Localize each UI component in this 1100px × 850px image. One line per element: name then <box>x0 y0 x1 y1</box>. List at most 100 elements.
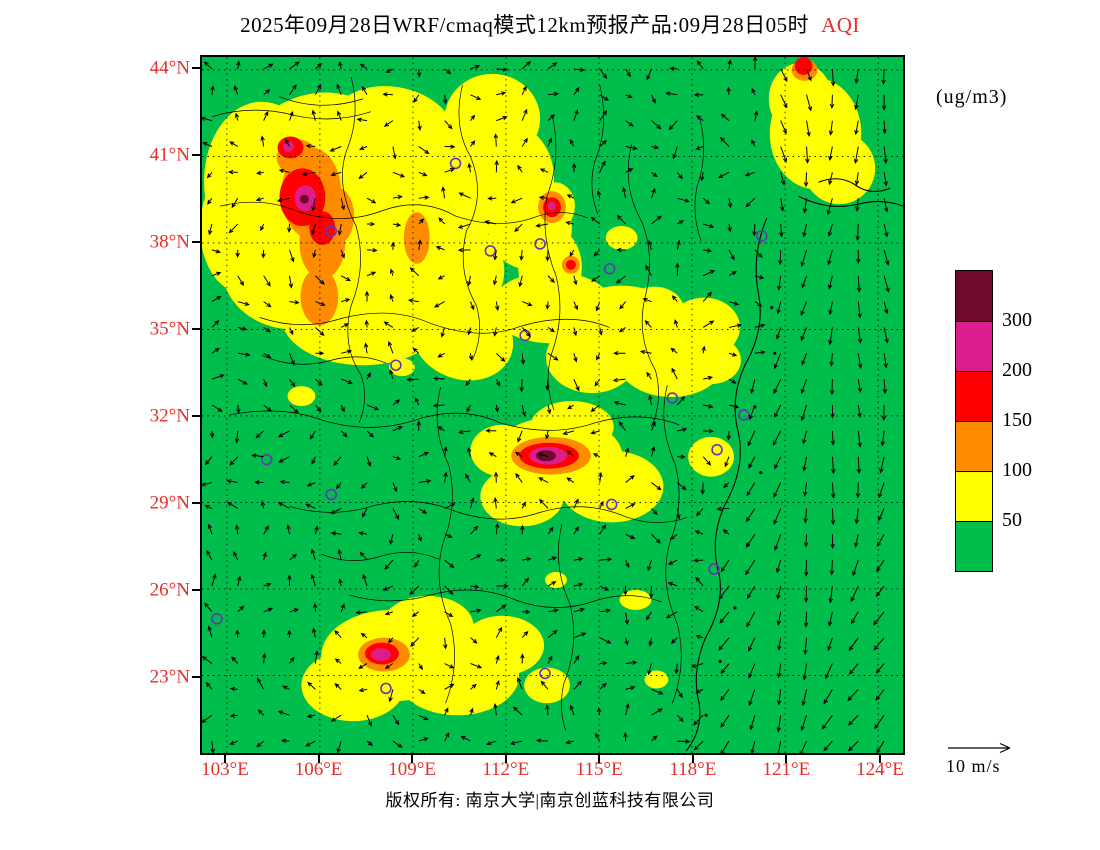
legend-level-label: 100 <box>1002 459 1032 481</box>
legend-swatch <box>956 471 992 521</box>
lat-tick-label: 44°N <box>149 57 190 79</box>
legend-swatch <box>956 321 992 371</box>
map-area <box>200 55 905 755</box>
lat-tick-label: 38°N <box>149 231 190 253</box>
lat-tick-label: 35°N <box>149 318 190 340</box>
aqi-contour-yellow <box>202 163 284 293</box>
lat-tick <box>192 502 200 504</box>
aqi-contour-magenta <box>371 648 391 662</box>
city-marker <box>390 359 402 371</box>
lon-tick-label: 103°E <box>201 759 249 780</box>
lat-tick-label: 29°N <box>149 492 190 514</box>
aqi-contour-magenta <box>548 201 556 211</box>
city-marker <box>325 488 338 501</box>
lat-tick <box>192 415 200 417</box>
wind-arrows <box>202 57 890 753</box>
city-marker <box>666 392 679 404</box>
lon-tick <box>691 755 694 763</box>
aqi-contour-orange <box>300 267 339 326</box>
aqi-contour-yellow <box>644 670 669 689</box>
legend-level-label: 150 <box>1002 409 1032 431</box>
lat-tick-label: 32°N <box>149 405 190 427</box>
legend-swatch <box>956 371 992 421</box>
lon-tick <box>317 755 320 763</box>
lon-tick <box>411 755 414 763</box>
graticule-grid <box>202 57 903 753</box>
city-marker <box>211 613 223 625</box>
lon-tick <box>504 755 507 763</box>
city-marker <box>756 230 768 242</box>
lon-tick <box>878 755 881 763</box>
city-marker <box>325 225 338 237</box>
legend-swatch <box>956 421 992 471</box>
legend-level-label: 200 <box>1002 359 1032 381</box>
aqi-contour-red <box>794 57 813 75</box>
aqi-contour-yellow <box>681 336 741 385</box>
aqi-contour-magenta <box>283 141 294 152</box>
lon-tick <box>224 755 226 763</box>
city-marker <box>260 453 273 466</box>
aqi-contour-yellow <box>287 386 316 406</box>
lon-tick-label: 124°E <box>856 759 904 780</box>
lat-tick-label: 41°N <box>149 144 190 166</box>
lat-tick-label: 23°N <box>149 666 190 688</box>
city-marker <box>605 498 618 511</box>
province-borders <box>211 76 705 732</box>
aqi-contour-yellow <box>803 132 876 205</box>
city-marker <box>711 443 723 456</box>
coastline <box>685 178 903 752</box>
wind-reference-label: 10 m/s <box>946 756 1001 776</box>
lat-tick <box>192 67 200 69</box>
lon-tick-label: 106°E <box>294 759 343 780</box>
aqi-contour-yellow <box>688 436 734 477</box>
lon-tick-label: 112°E <box>482 759 530 780</box>
aqi-contour-yellow <box>768 62 833 135</box>
city-marker <box>380 682 392 695</box>
city-marker <box>484 245 497 257</box>
city-marker <box>603 263 616 275</box>
city-marker <box>449 157 462 170</box>
title-text: 2025年09月28日WRF/cmaq模式12km预报产品:09月28日05时 <box>240 13 810 37</box>
aqi-contour-yellow <box>411 294 514 381</box>
aqi-contour-darkred <box>299 194 309 204</box>
lon-tick-label: 118°E <box>669 759 717 780</box>
legend-swatch <box>956 271 992 321</box>
city-marker <box>708 563 720 575</box>
aqi-contour-yellow <box>460 615 545 676</box>
page-title: 2025年09月28日WRF/cmaq模式12km预报产品:09月28日05时 A… <box>0 9 1100 39</box>
wind-reference-arrow-icon <box>948 742 1011 754</box>
wind-reference: 10 m/s <box>946 740 1036 777</box>
city-marker <box>534 238 546 250</box>
legend-level-label: 300 <box>1002 309 1032 331</box>
lon-tick-label: 121°E <box>762 759 811 780</box>
aqi-contour-yellow <box>619 589 652 610</box>
aqi-contour-yellow <box>605 226 638 250</box>
aqi-contour-yellow <box>388 358 415 377</box>
lat-tick-label: 26°N <box>149 579 190 601</box>
lat-tick <box>192 241 200 243</box>
aqi-contour-orange <box>403 212 430 264</box>
aqi-contour-yellow <box>624 286 685 335</box>
lat-tick <box>192 328 200 330</box>
lat-tick <box>192 589 200 591</box>
city-marker <box>738 409 750 421</box>
aqi-contour-red <box>309 211 336 245</box>
lon-tick-label: 115°E <box>575 759 623 780</box>
aqi-contour-yellow <box>381 595 474 656</box>
legend-swatch <box>956 521 992 571</box>
aqi-contour-yellow <box>524 667 570 704</box>
lat-tick <box>192 676 200 678</box>
lon-tick <box>785 755 788 763</box>
copyright-footer: 版权所有: 南京大学|南京创蓝科技有限公司 <box>385 791 715 810</box>
lat-tick <box>192 154 200 156</box>
aqi-map <box>202 57 903 753</box>
legend-swatches <box>955 270 993 572</box>
units-label: (ug/m3) <box>936 86 1008 108</box>
city-marker <box>539 667 551 680</box>
aqi-contour-yellow <box>559 450 664 523</box>
lon-tick-label: 109°E <box>388 759 436 780</box>
title-variable: AQI <box>821 13 860 37</box>
legend-level-label: 50 <box>1002 509 1022 531</box>
aqi-contour-red <box>565 259 576 270</box>
